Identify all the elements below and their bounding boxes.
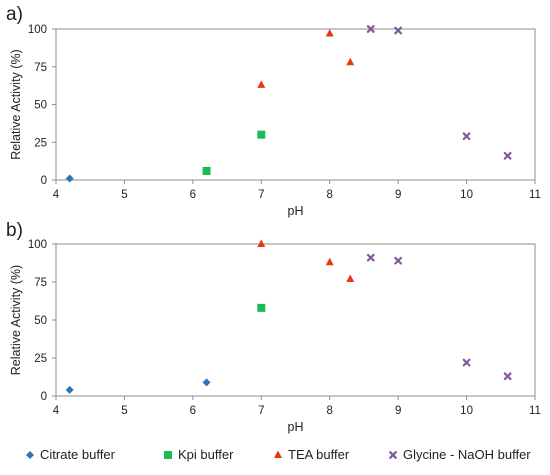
x-tick-label: 6 bbox=[190, 405, 196, 417]
chart-panel: 4 5 6 7 8 9 10 11 0 25 50 75 100 pH Relative Activity … bbox=[6, 4, 541, 218]
data-point bbox=[257, 80, 266, 88]
x-tick-label: 9 bbox=[395, 405, 401, 417]
y-tick-label: 75 bbox=[34, 277, 47, 289]
triangle-icon bbox=[274, 450, 282, 458]
x-tick-label: 10 bbox=[460, 405, 473, 417]
data-point bbox=[257, 130, 266, 139]
series-group bbox=[257, 239, 355, 282]
y-tick-label: 100 bbox=[28, 239, 47, 251]
data-point bbox=[257, 239, 266, 247]
legend-label: Kpi buffer bbox=[178, 447, 234, 462]
series-group bbox=[65, 378, 211, 394]
x-axis-title: pH bbox=[288, 204, 304, 218]
plot-frame bbox=[55, 243, 536, 397]
data-point bbox=[394, 256, 403, 265]
x-tick-label: 8 bbox=[327, 405, 333, 417]
y-tick-label: 50 bbox=[34, 100, 47, 112]
x-tick-label: 4 bbox=[53, 189, 60, 201]
y-tick-label: 25 bbox=[34, 353, 47, 365]
y-tick-label: 50 bbox=[34, 315, 47, 327]
panel-label: a) bbox=[6, 4, 23, 25]
legend-label: Citrate buffer bbox=[40, 447, 116, 462]
x-tick-label: 5 bbox=[121, 405, 127, 417]
x-tick-label: 11 bbox=[529, 405, 541, 417]
data-point bbox=[325, 257, 334, 266]
data-point bbox=[503, 372, 512, 381]
series-group bbox=[366, 253, 512, 381]
y-tick-label: 75 bbox=[34, 62, 47, 74]
legend-item: Citrate buffer bbox=[26, 447, 116, 462]
series-group bbox=[202, 130, 266, 175]
y-tick-label: 0 bbox=[41, 175, 47, 187]
data-point bbox=[462, 358, 471, 367]
legend-label: Glycine - NaOH buffer bbox=[403, 447, 531, 462]
y-tick-label: 100 bbox=[28, 24, 47, 36]
series-group bbox=[257, 303, 266, 312]
data-point bbox=[346, 274, 355, 282]
data-point bbox=[503, 151, 512, 160]
diamond-icon bbox=[26, 451, 34, 459]
series-group bbox=[65, 174, 74, 183]
data-point bbox=[346, 57, 355, 66]
panel-label: b) bbox=[6, 220, 23, 241]
x-tick-label: 4 bbox=[53, 405, 60, 417]
y-axis-title: Relative Activity (%) bbox=[9, 49, 23, 159]
y-axis-title: Relative Activity (%) bbox=[9, 265, 23, 375]
series-group bbox=[257, 29, 355, 88]
x-cross-icon bbox=[389, 451, 397, 459]
data-point bbox=[462, 132, 471, 141]
plot-frame bbox=[55, 28, 536, 181]
legend-label: TEA buffer bbox=[288, 447, 350, 462]
data-point bbox=[202, 166, 211, 175]
data-point bbox=[325, 29, 334, 37]
legend: Citrate buffer Kpi buffer TEA buffer Glycin… bbox=[26, 447, 531, 462]
x-tick-label: 11 bbox=[529, 189, 541, 201]
x-tick-label: 7 bbox=[258, 189, 264, 201]
data-point bbox=[65, 174, 74, 183]
x-axis-title: pH bbox=[288, 420, 304, 434]
data-point bbox=[366, 25, 375, 33]
data-point bbox=[257, 303, 266, 312]
y-tick-label: 0 bbox=[41, 391, 47, 403]
data-point bbox=[202, 378, 211, 387]
legend-item: Kpi buffer bbox=[164, 447, 234, 462]
chart-panel: 4 5 6 7 8 9 10 11 0 25 50 75 100 pH Relative Activity … bbox=[6, 220, 541, 434]
x-tick-label: 5 bbox=[121, 189, 127, 201]
data-point bbox=[65, 385, 74, 394]
square-icon bbox=[164, 451, 172, 459]
data-point bbox=[394, 26, 403, 35]
series-group bbox=[366, 25, 512, 160]
legend-item: Glycine - NaOH buffer bbox=[389, 447, 531, 462]
x-tick-label: 9 bbox=[395, 189, 401, 201]
x-tick-label: 7 bbox=[258, 405, 264, 417]
legend-item: TEA buffer bbox=[274, 447, 350, 462]
data-point bbox=[366, 253, 375, 262]
x-tick-label: 6 bbox=[190, 189, 196, 201]
x-tick-label: 10 bbox=[460, 189, 473, 201]
y-tick-label: 25 bbox=[34, 137, 47, 149]
x-tick-label: 8 bbox=[327, 189, 333, 201]
